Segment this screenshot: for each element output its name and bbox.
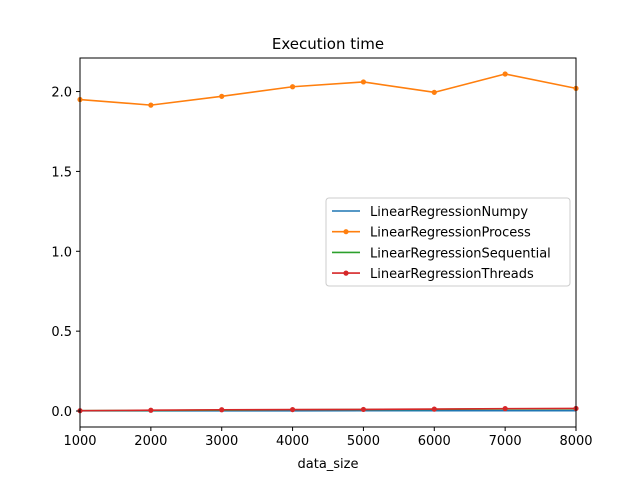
data-point <box>148 102 154 108</box>
x-tick-label: 6000 <box>418 434 451 449</box>
data-point <box>219 93 225 99</box>
chart-title: Execution time <box>272 35 384 53</box>
x-axis-label: data_size <box>298 457 359 472</box>
legend-label: LinearRegressionSequential <box>370 246 551 261</box>
legend-label: LinearRegressionProcess <box>370 226 531 241</box>
data-point <box>360 406 367 413</box>
series-line-linearregressionthreads <box>79 407 577 412</box>
axes-frame <box>79 57 577 428</box>
legend-label: LinearRegressionNumpy <box>370 205 528 220</box>
data-point <box>431 406 437 412</box>
data-point <box>289 406 296 413</box>
data-point <box>289 84 296 90</box>
data-point <box>502 406 508 412</box>
x-axis: 1000 2000 3000 4000 5000 6000 7000 8000 <box>63 427 593 449</box>
x-tick-label: 7000 <box>489 434 522 449</box>
data-point <box>502 71 508 77</box>
legend-marker <box>343 229 349 235</box>
legend: LinearRegressionNumpy LinearRegressionPro… <box>325 197 571 287</box>
y-tick-label: 0.0 <box>51 405 72 420</box>
legend-box <box>325 197 571 287</box>
x-tick-label: 8000 <box>559 434 592 449</box>
y-axis: 0.0 0.5 1.0 1.5 2.0 <box>51 86 80 420</box>
x-tick-label: 3000 <box>205 434 238 449</box>
y-tick-label: 2.0 <box>51 86 72 101</box>
data-point <box>360 79 367 85</box>
series-line-linearregressionprocess <box>79 73 577 106</box>
y-tick-label: 0.5 <box>51 325 72 340</box>
x-tick-label: 4000 <box>276 434 309 449</box>
y-tick-label: 1.0 <box>51 245 72 260</box>
x-tick-label: 2000 <box>134 434 167 449</box>
y-tick-label: 1.5 <box>51 165 72 180</box>
legend-marker <box>343 270 349 276</box>
data-point <box>148 407 154 413</box>
x-tick-label: 5000 <box>347 434 380 449</box>
data-point <box>219 407 225 413</box>
x-tick-label: 1000 <box>63 434 96 449</box>
data-point <box>431 89 437 95</box>
legend-label: LinearRegressionThreads <box>370 267 534 282</box>
